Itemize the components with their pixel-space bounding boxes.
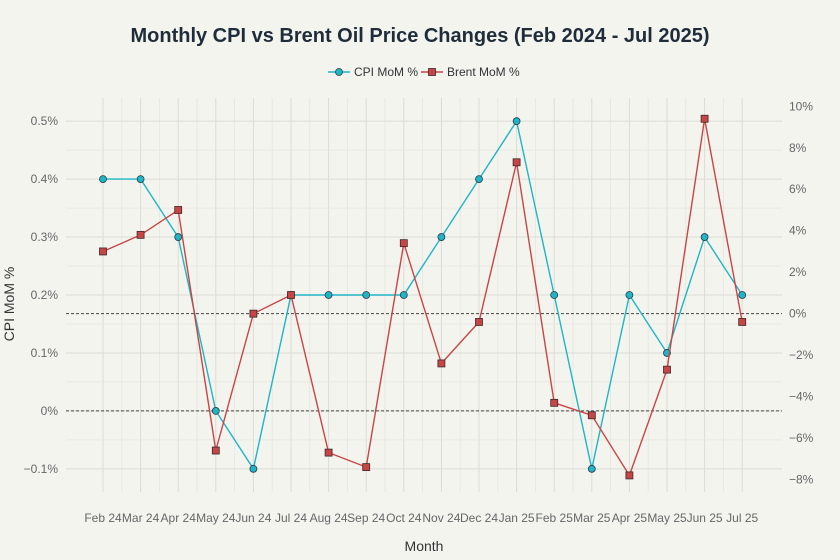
y2-tick-label: 4% xyxy=(789,224,807,238)
x-axis-ticks: Feb 24 Mar 24 Apr 24 May 24 Jun 24 Jul 24 Aug … xyxy=(84,511,758,525)
point-cpi xyxy=(99,175,107,184)
point-cpi xyxy=(587,464,596,473)
y-axis-left-ticks: −0.1% 0% 0.1% 0.2% 0.3% 0.4% 0.5% xyxy=(24,114,59,476)
legend-marker-cpi xyxy=(335,68,343,76)
series-line-brent xyxy=(102,118,743,477)
y-tick-label: 0.5% xyxy=(31,114,59,128)
x-tick-label: Mar 24 xyxy=(122,511,160,525)
y-tick-label: 0% xyxy=(41,404,59,418)
point-brent xyxy=(550,398,559,407)
x-tick-label: Nov 24 xyxy=(422,511,460,525)
y-axis-label: CPI MoM % xyxy=(1,267,17,342)
y2-tick-label: 0% xyxy=(789,307,807,321)
point-brent xyxy=(625,471,634,480)
point-brent xyxy=(99,247,107,256)
point-brent xyxy=(437,359,446,368)
x-tick-label: Apr 24 xyxy=(161,511,197,525)
x-tick-label: Aug 24 xyxy=(310,511,348,525)
series-line-cpi xyxy=(103,119,743,471)
point-brent xyxy=(324,448,333,457)
x-tick-label: Mar 25 xyxy=(573,511,611,525)
point-cpi xyxy=(550,291,559,299)
x-axis-label: Month xyxy=(405,538,444,554)
y-axis-right-ticks: −8% −6% −4% −2% 0% 2% 4% 6% 8% 10% xyxy=(789,99,814,486)
legend-label-cpi: CPI MoM % xyxy=(354,65,418,79)
legend-label-brent: Brent MoM % xyxy=(447,65,520,79)
point-brent xyxy=(211,446,220,455)
y2-tick-label: −8% xyxy=(789,473,814,487)
y2-tick-label: −2% xyxy=(789,348,814,362)
x-tick-label: Feb 24 xyxy=(84,511,122,525)
legend-item-brent[interactable]: Brent MoM % xyxy=(421,65,520,79)
point-brent xyxy=(399,239,408,248)
y2-tick-label: −4% xyxy=(789,390,814,404)
point-brent xyxy=(249,309,258,318)
y-tick-label: 0.1% xyxy=(31,346,59,360)
y2-tick-label: −6% xyxy=(789,431,814,445)
zero-reference-lines xyxy=(66,313,782,412)
point-brent xyxy=(512,158,521,167)
x-tick-label: Jul 25 xyxy=(726,511,758,525)
point-cpi xyxy=(136,175,145,184)
chart-title: Monthly CPI vs Brent Oil Price Changes (… xyxy=(130,25,709,47)
y2-tick-label: 2% xyxy=(789,265,807,279)
x-tick-label: Jun 25 xyxy=(687,511,723,525)
series-layer xyxy=(99,114,747,480)
x-tick-label: May 25 xyxy=(647,511,687,525)
legend-item-cpi[interactable]: CPI MoM % xyxy=(328,65,418,79)
y-tick-label: 0.4% xyxy=(31,172,59,186)
x-tick-label: May 24 xyxy=(196,511,236,525)
point-brent xyxy=(587,411,596,420)
point-cpi xyxy=(437,233,446,241)
grid xyxy=(66,98,782,492)
y2-tick-label: 6% xyxy=(789,182,807,196)
point-cpi xyxy=(475,175,483,184)
point-cpi xyxy=(625,291,634,299)
point-brent xyxy=(475,318,483,326)
point-cpi xyxy=(738,291,747,299)
point-brent xyxy=(738,318,747,326)
y2-tick-label: 8% xyxy=(789,141,807,155)
point-cpi xyxy=(324,291,333,299)
x-tick-label: Dec 24 xyxy=(460,511,498,525)
legend-marker-brent xyxy=(428,68,436,76)
point-brent xyxy=(700,114,709,123)
point-brent xyxy=(362,463,371,472)
point-cpi xyxy=(211,406,220,415)
point-brent xyxy=(663,365,671,374)
x-tick-label: Jul 24 xyxy=(275,511,307,525)
x-tick-label: Apr 25 xyxy=(612,511,648,525)
point-brent xyxy=(287,291,295,299)
point-cpi xyxy=(700,233,709,241)
point-cpi xyxy=(512,117,521,126)
x-tick-label: Oct 24 xyxy=(386,511,422,525)
point-cpi xyxy=(174,233,183,241)
y-tick-label: −0.1% xyxy=(24,462,59,476)
point-cpi xyxy=(362,291,371,299)
point-brent xyxy=(136,230,145,239)
point-cpi xyxy=(399,291,408,299)
x-tick-label: Feb 25 xyxy=(536,511,574,525)
point-cpi xyxy=(249,464,258,473)
y2-tick-label: 10% xyxy=(789,99,813,113)
x-tick-label: Sep 24 xyxy=(347,511,385,525)
x-tick-label: Jun 24 xyxy=(235,511,271,525)
legend: CPI MoM % Brent MoM % xyxy=(328,65,520,79)
y-tick-label: 0.3% xyxy=(31,230,59,244)
x-tick-label: Jan 25 xyxy=(499,511,535,525)
y-tick-label: 0.2% xyxy=(31,288,59,302)
point-brent xyxy=(174,206,183,214)
